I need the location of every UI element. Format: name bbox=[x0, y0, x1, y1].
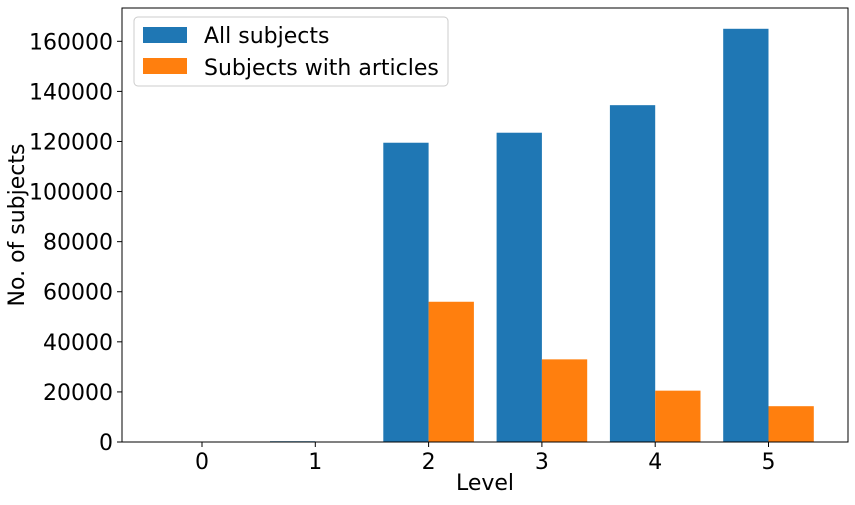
y-tick-label: 0 bbox=[99, 431, 113, 456]
legend-label-subjects-with-articles: Subjects with articles bbox=[204, 56, 439, 81]
legend-swatch-all-subjects bbox=[143, 27, 187, 43]
y-tick-label: 160000 bbox=[29, 30, 113, 55]
x-tick-label: 0 bbox=[195, 450, 209, 475]
legend: All subjects Subjects with articles bbox=[133, 16, 449, 87]
x-tick-label: 4 bbox=[648, 450, 662, 475]
y-tick-label: 60000 bbox=[43, 281, 113, 306]
y-axis: 0 20000 40000 60000 80000 100000 120000 140000 1… bbox=[29, 30, 122, 456]
legend-swatch-subjects-with-articles bbox=[143, 58, 187, 74]
y-tick-label: 80000 bbox=[43, 231, 113, 256]
bar-subjects-with-articles-level-3 bbox=[541, 359, 588, 442]
y-tick-label: 40000 bbox=[43, 331, 113, 356]
bar-subjects-with-articles-level-2 bbox=[428, 301, 474, 442]
x-tick-label: 5 bbox=[762, 450, 776, 475]
y-tick-label: 120000 bbox=[29, 130, 113, 155]
bars bbox=[270, 28, 814, 443]
bar-subjects-with-articles-level-5 bbox=[768, 406, 814, 442]
y-axis-title: No. of subjects bbox=[5, 144, 30, 307]
x-axis-title: Level bbox=[456, 471, 514, 496]
bar-subjects-with-articles-level-4 bbox=[655, 390, 701, 442]
bar-all-subjects-level-3 bbox=[496, 132, 542, 442]
bar-all-subjects-level-4 bbox=[609, 105, 656, 443]
legend-label-all-subjects: All subjects bbox=[204, 24, 329, 49]
y-tick-label: 100000 bbox=[29, 181, 113, 206]
legend-box bbox=[133, 16, 449, 87]
x-tick-label: 3 bbox=[535, 450, 549, 475]
y-tick-label: 140000 bbox=[29, 80, 113, 105]
bar-all-subjects-level-5 bbox=[723, 28, 769, 442]
bar-all-subjects-level-2 bbox=[383, 142, 429, 443]
plot-frame bbox=[121, 7, 849, 443]
y-tick-label: 20000 bbox=[43, 381, 113, 406]
x-tick-label: 1 bbox=[308, 450, 322, 475]
x-axis: 0 1 2 3 4 5 bbox=[195, 442, 776, 475]
x-tick-label: 2 bbox=[422, 450, 436, 475]
